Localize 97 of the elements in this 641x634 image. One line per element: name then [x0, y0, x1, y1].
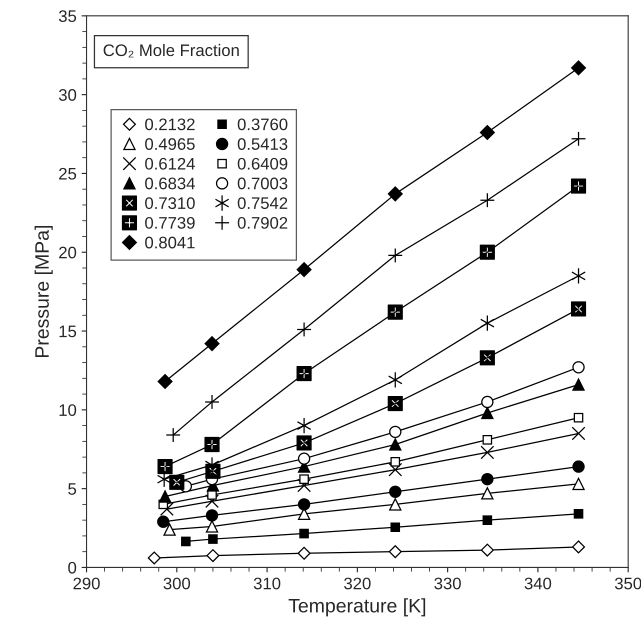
legend-label: 0.7542	[238, 197, 288, 210]
point	[160, 502, 174, 516]
point	[204, 336, 220, 352]
point	[388, 462, 402, 477]
point	[482, 515, 492, 525]
point	[389, 438, 402, 451]
point	[204, 394, 220, 410]
legend-label: 0.4965	[145, 138, 195, 150]
point	[481, 472, 494, 486]
point	[296, 435, 312, 450]
point	[481, 487, 494, 500]
point	[206, 520, 218, 533]
point	[390, 522, 400, 532]
point	[389, 486, 402, 498]
point	[572, 540, 586, 554]
point	[482, 434, 492, 445]
point	[572, 426, 586, 440]
point	[204, 436, 220, 452]
point	[296, 322, 312, 338]
y-tick-label: 15	[60, 326, 76, 338]
point	[481, 396, 494, 408]
point	[480, 544, 494, 557]
point	[388, 545, 402, 558]
y-tick-label: 20	[59, 246, 76, 258]
point	[572, 460, 585, 473]
legend-label: 0.6124	[145, 158, 195, 170]
legend-label: 0.7902	[238, 216, 288, 229]
point	[181, 536, 191, 546]
legend-label: 0.7003	[238, 178, 288, 190]
point	[571, 60, 586, 76]
y-tick-label: 25	[59, 168, 76, 180]
point	[298, 452, 310, 465]
x-axis-title: Temperature [K]	[288, 598, 426, 616]
legend-label: 0.2132	[145, 118, 195, 130]
point	[388, 248, 403, 263]
point	[570, 131, 586, 146]
y-tick-label: 30	[58, 89, 76, 101]
point	[163, 523, 176, 536]
point	[208, 534, 218, 544]
legend-label: 0.5413	[238, 138, 288, 150]
point	[158, 490, 172, 503]
point	[572, 478, 585, 490]
y-tick-label: 0	[68, 562, 76, 574]
point	[388, 396, 403, 412]
point	[205, 494, 219, 508]
point	[574, 412, 584, 423]
x-tick-label: 350	[614, 578, 641, 590]
point	[166, 427, 181, 443]
x-tick-label: 330	[434, 578, 461, 590]
x-tick-label: 300	[164, 578, 190, 590]
point	[570, 178, 586, 194]
point	[158, 374, 173, 389]
legend-title: CO₂ Mole Fraction	[104, 44, 239, 58]
point	[299, 528, 309, 538]
point	[169, 474, 184, 490]
legend-label: 0.8041	[145, 236, 195, 248]
point	[570, 301, 586, 317]
point	[157, 516, 170, 528]
point	[296, 366, 312, 382]
legend-label: 0.7739	[145, 216, 195, 229]
point	[480, 124, 495, 140]
x-tick-label: 310	[254, 578, 280, 590]
point	[389, 498, 402, 511]
point	[480, 446, 494, 460]
point	[388, 372, 403, 388]
point	[389, 426, 402, 438]
x-tick-label: 290	[73, 578, 100, 590]
legend-label: 0.6834	[145, 178, 195, 190]
point	[388, 304, 403, 320]
point	[206, 509, 218, 522]
x-tick-label: 340	[524, 578, 552, 590]
y-tick-label: 5	[68, 483, 76, 495]
y-tick-label: 35	[58, 10, 76, 22]
point	[158, 459, 173, 474]
point	[481, 406, 494, 420]
point	[390, 457, 400, 467]
point	[388, 186, 403, 202]
point	[298, 546, 311, 560]
point	[297, 478, 311, 492]
y-axis-title: Pressure [MPa]	[34, 226, 53, 358]
point	[296, 262, 312, 278]
legend-label: 0.7310	[145, 197, 195, 210]
point	[480, 350, 495, 366]
x-tick-label: 320	[344, 578, 371, 590]
legend-label: 0.3760	[238, 118, 288, 130]
point	[572, 378, 585, 391]
point	[480, 314, 495, 332]
point	[148, 551, 161, 564]
y-tick-label: 10	[60, 404, 76, 416]
legend-label: 0.6409	[238, 158, 288, 170]
point	[298, 498, 310, 511]
point	[574, 509, 584, 519]
point	[299, 474, 309, 484]
point	[206, 549, 220, 562]
point	[572, 361, 585, 374]
point	[480, 192, 495, 208]
point	[480, 244, 495, 260]
